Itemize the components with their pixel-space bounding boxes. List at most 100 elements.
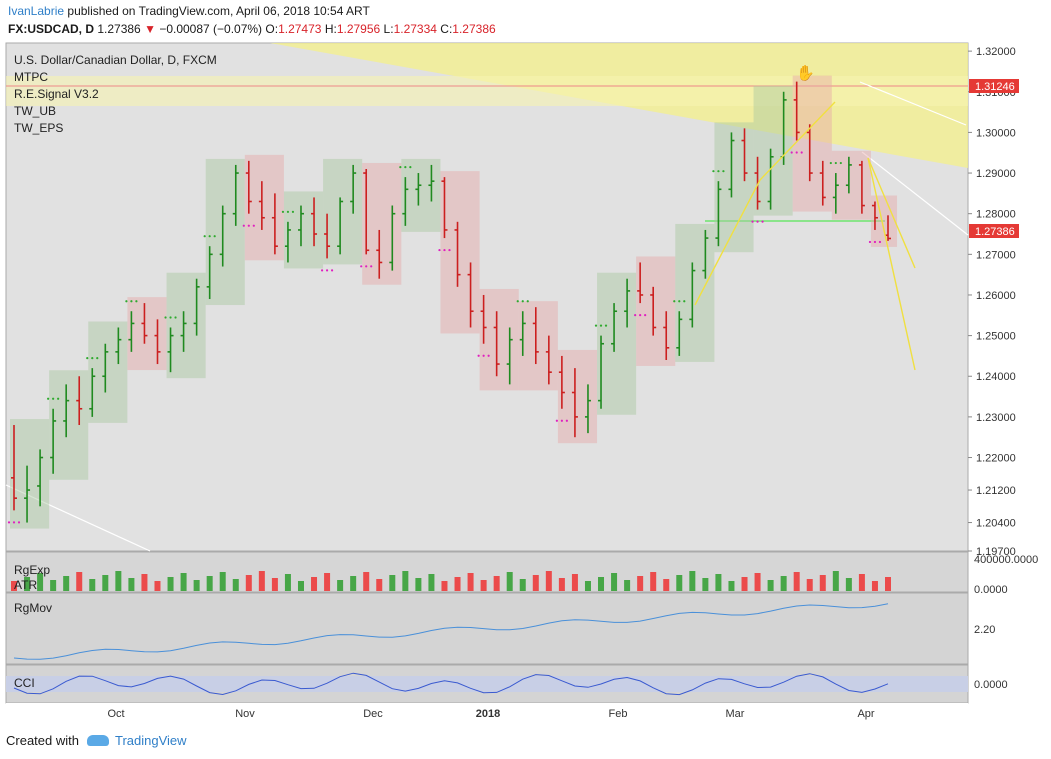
candle <box>102 343 109 393</box>
projection-up-arrow <box>694 101 836 306</box>
price-tick-label: 1.23000 <box>976 412 1016 424</box>
candle <box>337 197 344 255</box>
volume-bar <box>584 581 591 591</box>
chart-area[interactable]: ✋ U.S. Dollar/Canadian Dollar, D, FXCM M… <box>0 40 1051 728</box>
signal-dot <box>164 316 167 319</box>
signal-dot <box>125 300 128 303</box>
signal-dot <box>477 354 480 357</box>
price-tick-label: 1.24000 <box>976 371 1016 383</box>
indicator-mtpc[interactable]: MTPC <box>14 70 48 84</box>
signal-dot <box>399 166 402 169</box>
signal-dot <box>800 151 803 154</box>
signal-dot <box>756 220 759 223</box>
volume-bar <box>493 576 500 591</box>
volume-bar <box>728 581 735 591</box>
volume-bar <box>506 572 513 591</box>
volume-bar <box>871 581 878 591</box>
signal-dot <box>360 265 363 268</box>
time-axis[interactable] <box>6 703 968 721</box>
signal-dot <box>52 397 55 400</box>
candle <box>164 316 177 373</box>
volume-bar <box>611 573 618 591</box>
close-value: 1.27386 <box>452 22 496 36</box>
trendline-lower <box>5 484 151 552</box>
signal-dot <box>281 210 285 213</box>
signal-dot <box>839 161 842 165</box>
candle <box>141 303 148 344</box>
signal-band <box>6 76 968 106</box>
signal-dot <box>203 235 206 238</box>
signal-dot <box>790 151 793 154</box>
price-axis[interactable]: 1.320001.310001.300001.290001.280001.270… <box>968 46 1016 558</box>
chart-title: U.S. Dollar/Canadian Dollar, D, FXCM <box>14 53 217 67</box>
signal-box <box>753 85 793 216</box>
candle <box>712 170 725 247</box>
volume-bar <box>741 577 748 591</box>
signal-box <box>323 158 363 265</box>
candle <box>428 164 435 202</box>
projection-down-arrow-2 <box>867 157 916 371</box>
open-label: O: <box>265 22 279 36</box>
volume-bar <box>545 571 552 591</box>
signal-dot <box>526 300 529 303</box>
signal-dot <box>91 357 94 360</box>
signal-dot <box>286 210 290 213</box>
volume-bar <box>193 580 200 591</box>
signal-dot <box>795 151 798 154</box>
volume-bar <box>311 577 318 591</box>
signal-dot <box>516 300 519 303</box>
pane-label-rgexp: RgExp <box>14 563 50 577</box>
candle <box>7 425 21 524</box>
candle <box>594 324 608 409</box>
volume-bar <box>232 579 239 591</box>
volume-bar <box>806 579 813 591</box>
author-link[interactable]: IvanLabrie <box>8 4 65 18</box>
signal-box <box>675 223 715 362</box>
signal-dot <box>878 240 882 244</box>
volume-bars <box>11 571 891 591</box>
candle <box>532 307 539 365</box>
signal-dot <box>639 313 642 317</box>
time-axis-labels: Oct Nov Dec 2018 Feb Mar Apr <box>107 708 874 720</box>
candle <box>415 173 422 206</box>
candle <box>180 311 187 352</box>
pane-label-rgmov: RgMov <box>14 601 52 615</box>
indicator-tw-eps[interactable]: TW_EPS <box>14 121 63 135</box>
signal-box <box>205 158 245 306</box>
volume-bar <box>219 572 226 591</box>
high-value: 1.27956 <box>336 22 381 36</box>
signal-dot <box>683 300 686 303</box>
signal-box <box>440 171 480 334</box>
trendline-top <box>859 81 967 126</box>
time-tick-label: Mar <box>726 708 745 720</box>
candle <box>650 286 657 336</box>
indicator-tw-ub[interactable]: TW_UB <box>14 104 56 118</box>
signal-dot <box>130 300 133 303</box>
volume-bar <box>167 577 174 591</box>
volume-bar <box>767 580 774 591</box>
signal-box <box>557 349 598 444</box>
signal-box <box>362 162 402 285</box>
symbol-label: FX:USDCAD, D <box>8 22 94 36</box>
signal-dot <box>868 240 872 244</box>
volume-bar <box>702 578 709 591</box>
candle <box>467 262 474 328</box>
last-price: 1.27386 <box>97 22 141 36</box>
candle <box>584 384 591 434</box>
pane-label-atr: ATR <box>14 578 37 592</box>
signal-dot <box>443 248 446 252</box>
candle <box>37 449 44 507</box>
volume-bar <box>885 577 891 591</box>
cci-band <box>6 676 968 692</box>
signal-dot <box>291 210 295 213</box>
tradingview-link[interactable]: TradingView <box>114 733 187 748</box>
signal-box <box>636 256 676 366</box>
price-tick-label: 1.22000 <box>976 453 1016 465</box>
signal-dot <box>404 166 407 169</box>
signal-dot <box>829 161 832 165</box>
publish-info: published on TradingView.com, April 06, … <box>67 4 370 18</box>
candle <box>571 368 578 438</box>
indicator-resignal[interactable]: R.E.Signal V3.2 <box>14 87 99 101</box>
volume-bar <box>141 574 148 591</box>
rgmov-line <box>13 603 889 660</box>
